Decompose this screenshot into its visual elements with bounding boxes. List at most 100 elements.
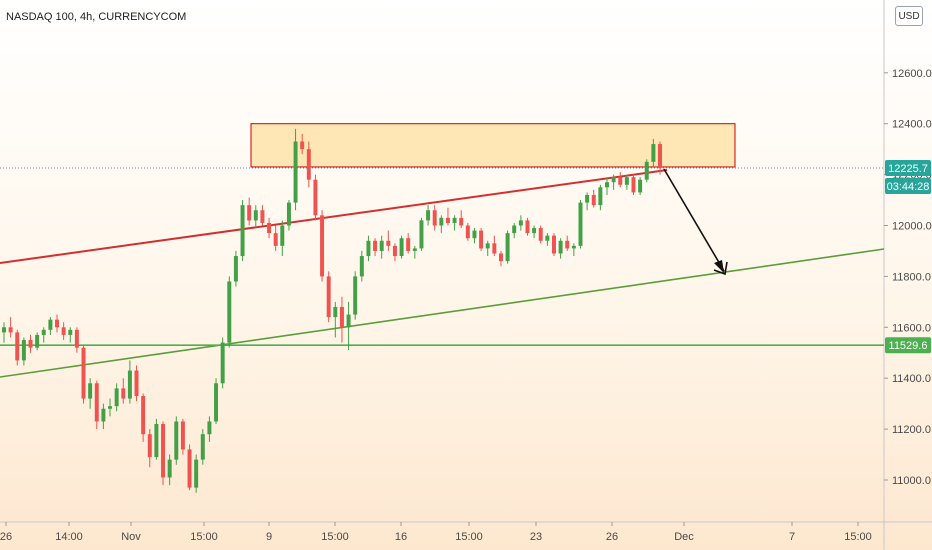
chart-title: NASDAQ 100, 4h, CURRENCYCOM bbox=[6, 11, 186, 23]
candle-body bbox=[532, 228, 537, 234]
candle-body bbox=[505, 233, 510, 262]
candle-body bbox=[121, 388, 126, 399]
candle-body bbox=[320, 215, 325, 277]
candle-body bbox=[605, 182, 609, 188]
candle-body bbox=[518, 220, 523, 226]
candle-body bbox=[551, 235, 556, 254]
candle-body bbox=[373, 240, 378, 251]
candle-body bbox=[651, 144, 656, 162]
candle-body bbox=[88, 383, 93, 399]
candle-body bbox=[644, 161, 649, 180]
candle-body bbox=[141, 396, 146, 435]
candle-body bbox=[81, 347, 86, 399]
candle-body bbox=[108, 406, 113, 409]
candle-body bbox=[200, 434, 205, 460]
candle-body bbox=[339, 306, 344, 328]
green-trendline[interactable] bbox=[0, 248, 885, 378]
resistance-zone-rectangle[interactable] bbox=[250, 123, 736, 168]
candle-body bbox=[591, 194, 596, 206]
price-tag-label: 12225.7 bbox=[888, 163, 928, 175]
candle-body bbox=[426, 210, 431, 221]
candle-body bbox=[280, 225, 285, 246]
candle-body bbox=[406, 238, 411, 251]
candle-body bbox=[227, 281, 232, 343]
y-tick-label: 11200.0 bbox=[892, 424, 931, 436]
candle-body bbox=[94, 383, 99, 422]
currency-button[interactable]: USD bbox=[895, 6, 923, 26]
candle-body bbox=[41, 329, 46, 335]
candle-body bbox=[55, 319, 59, 328]
candle-body bbox=[333, 306, 338, 318]
plot-area[interactable] bbox=[0, 0, 884, 522]
candle-body bbox=[359, 256, 364, 277]
down-arrow-head bbox=[714, 260, 724, 273]
candle-body bbox=[485, 243, 490, 249]
candle-body bbox=[8, 327, 13, 333]
x-tick-label: 15:00 bbox=[321, 531, 349, 543]
red-trendline[interactable] bbox=[0, 169, 668, 264]
candle-body bbox=[379, 240, 384, 251]
candle-body bbox=[194, 459, 199, 488]
candle-body bbox=[253, 210, 258, 221]
candle-body bbox=[174, 421, 179, 460]
candle-body bbox=[492, 243, 497, 254]
y-tick-label: 12400.0 bbox=[892, 119, 932, 131]
x-tick-label: 15:00 bbox=[455, 531, 483, 543]
candle-body bbox=[306, 149, 311, 180]
candle-body bbox=[326, 276, 331, 318]
x-tick-label: 9 bbox=[266, 531, 272, 543]
candle-body bbox=[247, 205, 252, 221]
candle-body bbox=[61, 327, 66, 335]
candle-body bbox=[68, 329, 73, 335]
x-tick-label: 7 bbox=[789, 531, 795, 543]
x-tick-label: Nov bbox=[121, 531, 141, 543]
x-tick-label: 14:00 bbox=[55, 531, 83, 543]
candle-body bbox=[439, 217, 444, 226]
price-tag[interactable] bbox=[885, 178, 931, 195]
candle-body bbox=[658, 144, 662, 169]
candle-body bbox=[187, 449, 192, 488]
candle-body bbox=[180, 421, 185, 450]
y-tick-label: 12000.0 bbox=[892, 221, 932, 233]
candle-body bbox=[2, 327, 6, 333]
candle-body bbox=[286, 202, 291, 226]
candle-body bbox=[267, 222, 272, 234]
candle-body bbox=[366, 240, 371, 257]
x-tick-label: 26 bbox=[606, 531, 618, 543]
candle-body bbox=[512, 225, 517, 234]
x-tick-label: Dec bbox=[674, 531, 694, 543]
candle-body bbox=[154, 424, 159, 458]
x-tick-label: 15:00 bbox=[844, 531, 872, 543]
candle-body bbox=[585, 194, 590, 203]
x-tick-label: 26 bbox=[0, 531, 12, 543]
candle-body bbox=[147, 434, 152, 458]
candle-body bbox=[399, 238, 404, 257]
candle-body bbox=[114, 388, 119, 407]
candle-body bbox=[631, 177, 636, 193]
down-arrow-shaft bbox=[663, 168, 725, 272]
price-tag[interactable] bbox=[885, 337, 931, 354]
x-tick-label: 15:00 bbox=[190, 531, 218, 543]
candle-body bbox=[21, 340, 26, 361]
y-tick-label: 12600.0 bbox=[892, 68, 932, 80]
price-tag[interactable] bbox=[885, 160, 931, 177]
candle-body bbox=[386, 240, 391, 246]
candle-body bbox=[419, 220, 424, 249]
candle-body bbox=[28, 340, 33, 348]
y-tick-label: 11400.0 bbox=[892, 373, 931, 385]
candle-body bbox=[240, 205, 245, 257]
price-tag-label: 11529.6 bbox=[889, 340, 928, 352]
candle-body bbox=[214, 383, 219, 422]
candle-body bbox=[220, 342, 225, 384]
candle-body bbox=[445, 217, 450, 223]
candle-body bbox=[558, 240, 563, 254]
candle-body bbox=[565, 240, 570, 249]
candle-body bbox=[313, 179, 318, 216]
candle-body bbox=[101, 408, 106, 422]
candle-body bbox=[459, 217, 464, 226]
candle-body bbox=[571, 245, 576, 249]
candle-body bbox=[161, 424, 166, 478]
candle-body bbox=[392, 245, 397, 257]
candle-body bbox=[432, 210, 437, 226]
